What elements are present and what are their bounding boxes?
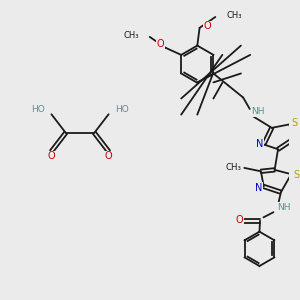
Text: O: O [48, 151, 55, 161]
Text: NH: NH [252, 107, 265, 116]
Text: S: S [293, 170, 299, 180]
Text: O: O [105, 151, 112, 161]
Text: HO: HO [115, 105, 129, 114]
Text: O: O [204, 21, 212, 32]
Text: N: N [256, 183, 263, 193]
Text: O: O [236, 215, 243, 225]
Text: CH₃: CH₃ [226, 163, 242, 172]
Text: O: O [157, 39, 164, 49]
Text: CH₃: CH₃ [123, 31, 139, 40]
Text: CH₃: CH₃ [226, 11, 242, 20]
Text: HO: HO [32, 105, 45, 114]
Text: NH: NH [277, 202, 290, 211]
Text: S: S [292, 118, 298, 128]
Text: N: N [256, 139, 263, 149]
